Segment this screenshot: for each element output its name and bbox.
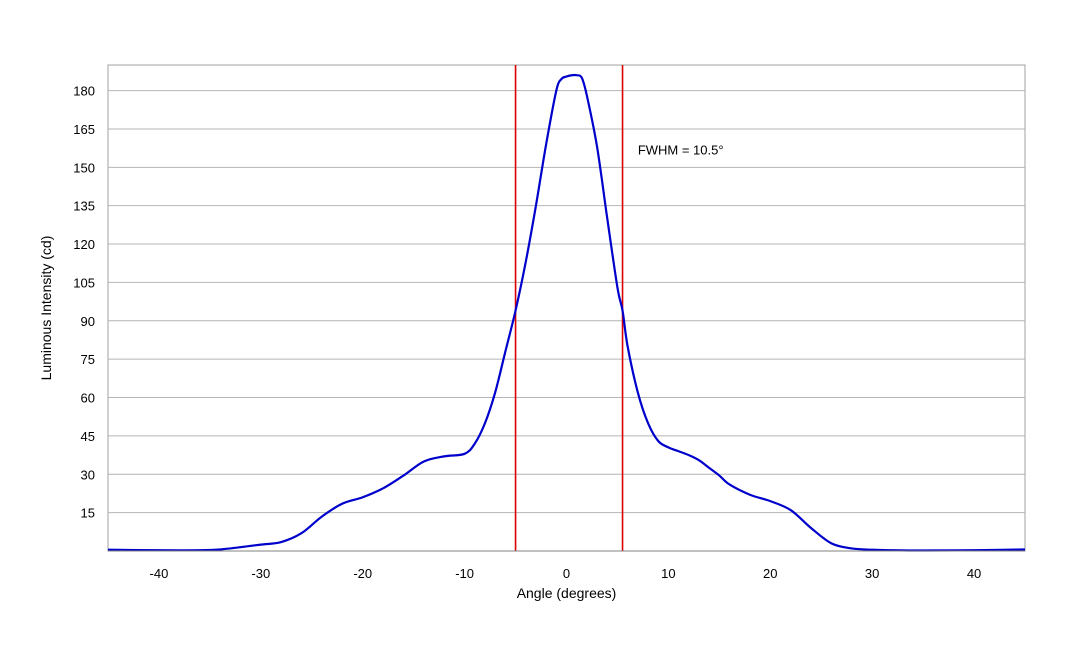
x-tick-label: -20 (353, 566, 372, 581)
x-axis-title: Angle (degrees) (517, 585, 617, 601)
y-tick-label: 105 (73, 275, 95, 290)
y-tick-label: 120 (73, 237, 95, 252)
x-tick-label: 40 (967, 566, 981, 581)
y-tick-label: 90 (81, 314, 95, 329)
plot-area (107, 64, 1026, 552)
series-line (107, 73, 1026, 552)
y-tick-label: 75 (81, 352, 95, 367)
x-tick-label: 20 (763, 566, 777, 581)
y-tick-label: 150 (73, 160, 95, 175)
y-tick-label: 60 (81, 391, 95, 406)
y-tick-label: 45 (81, 429, 95, 444)
x-tick-label: -30 (251, 566, 270, 581)
x-tick-labels: -40 -30 -20 -10 0 10 20 30 40 (150, 566, 982, 581)
y-tick-label: 135 (73, 199, 95, 214)
fwhm-annotation: FWHM = 10.5° (638, 143, 724, 158)
y-axis-title: Luminous Intensity (cd) (38, 236, 54, 381)
x-tick-label: 0 (563, 566, 570, 581)
y-tick-label: 30 (81, 467, 95, 482)
gridlines (108, 90, 1025, 514)
series-layer (107, 73, 1026, 552)
y-tick-labels: 15 30 45 60 75 90 105 120 135 150 165 180 (73, 84, 95, 521)
x-tick-label: 30 (865, 566, 879, 581)
y-tick-label: 15 (81, 506, 95, 521)
x-tick-label: -10 (455, 566, 474, 581)
y-tick-label: 180 (73, 84, 95, 99)
x-tick-label: 10 (661, 566, 675, 581)
x-tick-label: -40 (150, 566, 169, 581)
y-tick-label: 165 (73, 122, 95, 137)
